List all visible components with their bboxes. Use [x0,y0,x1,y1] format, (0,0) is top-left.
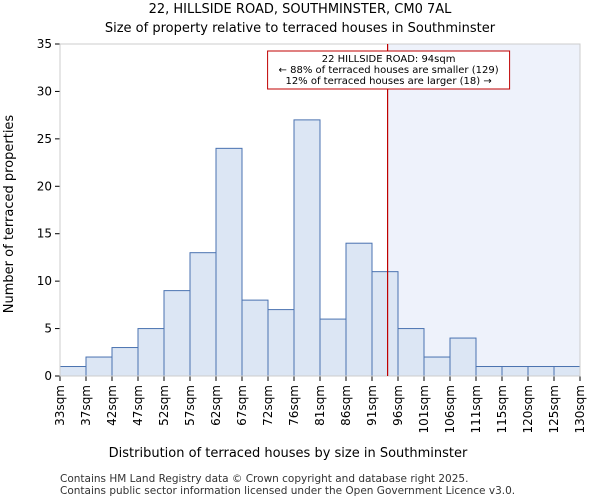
bar-120sqm [527,366,555,377]
bar-72sqm [267,309,295,377]
x-tick-label-106sqm: 106sqm [443,385,457,433]
y-tick-label: 15 [37,227,52,241]
bar-81sqm [319,318,347,377]
y-tick-label: 5 [44,322,52,336]
plot-frame [59,43,581,377]
bar-91sqm [371,271,399,377]
x-tick-label-96sqm: 96sqm [391,385,405,426]
x-tick-label-52sqm: 52sqm [157,385,171,426]
x-tick-label-76sqm: 76sqm [287,385,301,426]
bar-57sqm [189,252,217,377]
x-tick-label-62sqm: 62sqm [209,385,223,426]
bar-52sqm [163,290,191,377]
bar-42sqm [111,347,139,377]
bar-67sqm [241,299,269,377]
x-tick-label-91sqm: 91sqm [365,385,379,426]
y-tick-label: 30 [37,84,52,98]
x-tick-label-101sqm: 101sqm [417,385,431,433]
x-tick-label-67sqm: 67sqm [235,385,249,426]
footer-line-1: Contains HM Land Registry data © Crown c… [60,473,468,485]
bar-76sqm [293,119,321,377]
x-axis-label: Distribution of terraced houses by size … [109,446,468,461]
annotation-line-3: 12% of terraced houses are larger (18) → [285,76,491,87]
x-tick-label-120sqm: 120sqm [521,385,535,433]
annotation-line-2: ← 88% of terraced houses are smaller (12… [279,65,499,76]
x-tick-label-47sqm: 47sqm [131,385,145,426]
x-tick-label-125sqm: 125sqm [547,385,561,433]
bar-106sqm [449,337,477,377]
x-tick-label-86sqm: 86sqm [339,385,353,426]
x-tick-label-72sqm: 72sqm [261,385,275,426]
y-tick-label: 0 [44,369,52,383]
larger-properties-region [387,44,580,376]
bar-47sqm [137,328,165,377]
bar-96sqm [397,328,425,377]
annotation-line-1: 22 HILLSIDE ROAD: 94sqm [322,54,456,65]
x-tick-label-81sqm: 81sqm [313,385,327,426]
bar-111sqm [475,366,503,377]
bar-62sqm [215,147,243,377]
bar-115sqm [501,366,529,377]
chart-subtitle: Size of property relative to terraced ho… [105,21,496,36]
chart-title: 22, HILLSIDE ROAD, SOUTHMINSTER, CM0 7AL [149,2,453,17]
bar-125sqm [553,366,581,377]
bar-33sqm [59,366,87,377]
x-tick-label-111sqm: 111sqm [469,385,483,433]
x-tick-label-57sqm: 57sqm [183,385,197,426]
y-tick-label: 25 [37,132,52,146]
y-axis-label: Number of terraced properties [2,115,17,314]
bar-37sqm [85,356,113,377]
annotation-box [267,50,511,90]
bar-86sqm [345,242,373,377]
x-tick-label-115sqm: 115sqm [495,385,509,433]
y-tick-label: 20 [37,179,52,193]
y-tick-label: 10 [37,274,52,288]
x-tick-label-130sqm: 130sqm [573,385,587,433]
y-tick-label: 35 [37,37,52,51]
x-tick-label-33sqm: 33sqm [53,385,67,426]
bar-101sqm [423,356,451,377]
x-tick-label-37sqm: 37sqm [79,385,93,426]
x-tick-label-42sqm: 42sqm [105,385,119,426]
footer-line-2: Contains public sector information licen… [60,485,515,497]
